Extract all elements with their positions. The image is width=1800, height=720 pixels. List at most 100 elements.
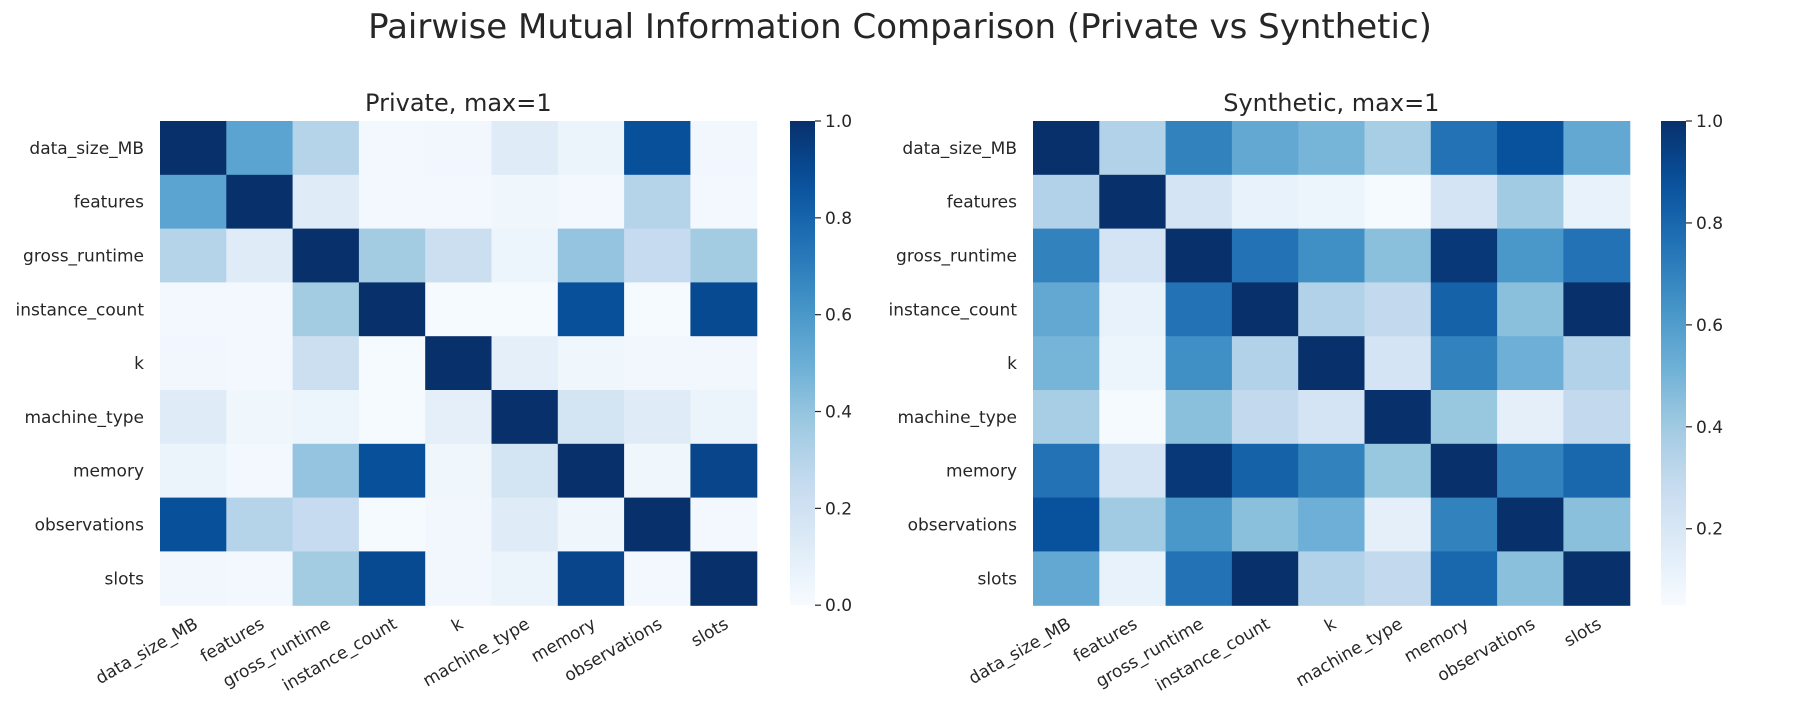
heatmap-cell-data_size_MB-instance_count (358, 121, 426, 176)
heatmap-cell-k-memory (557, 336, 625, 391)
heatmap-cell-k-data_size_MB (1033, 336, 1100, 391)
heatmap-cell-data_size_MB-instance_count (1231, 121, 1299, 176)
heatmap-cell-instance_count-observations (624, 282, 691, 337)
heatmap-cell-machine_type-features (1099, 390, 1167, 445)
x-tick-label: instance_count (279, 614, 401, 696)
heatmap-cell-observations-gross_runtime (1165, 497, 1233, 552)
heatmap-cell-machine_type-instance_count (358, 390, 426, 445)
heatmap-cell-gross_runtime-memory (1430, 228, 1498, 283)
heatmap-cell-features-machine_type (491, 174, 559, 230)
heatmap-cell-k-slots (1563, 336, 1631, 391)
heatmap-cell-k-machine_type (491, 336, 559, 391)
y-tick-label: features (74, 193, 144, 213)
heatmap-cell-data_size_MB-data_size_MB (160, 121, 227, 176)
heatmap-cell-machine_type-k (425, 390, 493, 445)
heatmap-cell-memory-gross_runtime (1165, 443, 1233, 499)
heatmap-cell-machine_type-slots (1563, 390, 1631, 445)
heatmap-cell-k-machine_type (1364, 336, 1432, 391)
heatmap-cell-k-data_size_MB (160, 336, 227, 391)
heatmap-cell-observations-slots (690, 497, 758, 552)
heatmap-cell-slots-gross_runtime (292, 551, 360, 606)
colorbar-tick-label: 0.8 (1696, 214, 1723, 234)
heatmap-cell-slots-features (226, 551, 294, 606)
heatmap-cell-data_size_MB-observations (1497, 121, 1564, 176)
colorbar-tick-label: 1.0 (825, 112, 852, 132)
heatmap-cell-memory-k (425, 443, 493, 499)
heatmap-cell-data_size_MB-machine_type (1364, 121, 1432, 176)
heatmap-cell-memory-gross_runtime (292, 443, 360, 499)
heatmap-cell-memory-machine_type (491, 443, 559, 499)
heatmap-cell-features-data_size_MB (160, 174, 227, 230)
heatmap-cell-memory-observations (1497, 443, 1564, 499)
heatmap-cell-data_size_MB-features (226, 121, 294, 176)
y-tick-label: features (947, 193, 1017, 213)
y-tick-label: data_size_MB (902, 139, 1017, 159)
heatmap-cell-data_size_MB-k (425, 121, 493, 176)
heatmap-cell-slots-machine_type (491, 551, 559, 606)
heatmap-cell-data_size_MB-gross_runtime (1165, 121, 1233, 176)
heatmap-cell-slots-k (425, 551, 493, 606)
heatmap-cell-observations-features (226, 497, 294, 552)
heatmap-cell-memory-features (1099, 443, 1167, 499)
heatmap-cell-k-gross_runtime (1165, 336, 1233, 391)
heatmap-cell-machine_type-machine_type (1364, 390, 1432, 445)
heatmap-cell-features-memory (557, 174, 625, 230)
y-tick-label: observations (908, 516, 1018, 536)
heatmap-cell-gross_runtime-gross_runtime (1165, 228, 1233, 283)
colorbar-tick-label: 0.4 (1696, 418, 1723, 438)
heatmap-cell-data_size_MB-k (1298, 121, 1366, 176)
heatmap-cell-instance_count-memory (557, 282, 625, 337)
heatmap-cell-machine_type-gross_runtime (1165, 390, 1233, 445)
heatmap-cell-features-observations (1497, 174, 1564, 230)
y-tick-label: observations (35, 516, 145, 536)
heatmap-cell-memory-observations (624, 443, 691, 499)
heatmap-cell-features-slots (1563, 174, 1631, 230)
heatmap-cell-data_size_MB-memory (1430, 121, 1498, 176)
heatmap-cell-data_size_MB-features (1099, 121, 1167, 176)
heatmap-cell-gross_runtime-features (1099, 228, 1167, 283)
heatmap-cell-machine_type-memory (1430, 390, 1498, 445)
heatmap-cell-slots-memory (1430, 551, 1498, 606)
heatmap-cell-memory-memory (1430, 443, 1498, 499)
heatmap-cell-k-observations (624, 336, 691, 391)
heatmap-cell-slots-instance_count (358, 551, 426, 606)
heatmap-cell-observations-slots (1563, 497, 1631, 552)
heatmap-cell-observations-data_size_MB (160, 497, 227, 552)
heatmap-cell-k-observations (1497, 336, 1564, 391)
y-tick-label: slots (977, 569, 1017, 589)
y-tick-label: gross_runtime (23, 247, 144, 267)
heatmap-cell-data_size_MB-gross_runtime (292, 121, 360, 176)
heatmap-cell-slots-data_size_MB (1033, 551, 1100, 606)
heatmap-cell-memory-instance_count (358, 443, 426, 499)
heatmap-cell-k-features (226, 336, 294, 391)
heatmap-cell-observations-machine_type (491, 497, 559, 552)
heatmap-cell-machine_type-memory (557, 390, 625, 445)
colorbar-tick-label: 0.0 (825, 596, 852, 616)
heatmap-cell-k-instance_count (1231, 336, 1299, 391)
heatmap-cell-gross_runtime-memory (557, 228, 625, 283)
heatmap-cell-slots-features (1099, 551, 1167, 606)
heatmap-cell-instance_count-machine_type (1364, 282, 1432, 337)
heatmap-cell-instance_count-k (1298, 282, 1366, 337)
heatmap-cell-k-memory (1430, 336, 1498, 391)
heatmap-cell-observations-machine_type (1364, 497, 1432, 552)
heatmap-cell-features-machine_type (1364, 174, 1432, 230)
y-tick-label: instance_count (16, 300, 145, 320)
heatmap-cell-instance_count-machine_type (491, 282, 559, 337)
heatmap-cell-slots-data_size_MB (160, 551, 227, 606)
heatmap-cell-k-features (1099, 336, 1167, 391)
y-tick-label: memory (73, 462, 144, 482)
heatmap-cell-slots-slots (690, 551, 758, 606)
y-tick-label: slots (104, 569, 144, 589)
heatmap-cell-observations-features (1099, 497, 1167, 552)
heatmap-cell-memory-data_size_MB (160, 443, 227, 499)
heatmap-cell-observations-instance_count (358, 497, 426, 552)
x-tick-label: machine_type (420, 614, 534, 691)
heatmap-cell-features-memory (1430, 174, 1498, 230)
heatmap-cell-instance_count-slots (1563, 282, 1631, 337)
heatmap-cell-data_size_MB-machine_type (491, 121, 559, 176)
heatmap-cell-memory-machine_type (1364, 443, 1432, 499)
heatmap-cell-memory-features (226, 443, 294, 499)
x-tick-label: slots (688, 614, 732, 651)
heatmap-cell-machine_type-gross_runtime (292, 390, 360, 445)
